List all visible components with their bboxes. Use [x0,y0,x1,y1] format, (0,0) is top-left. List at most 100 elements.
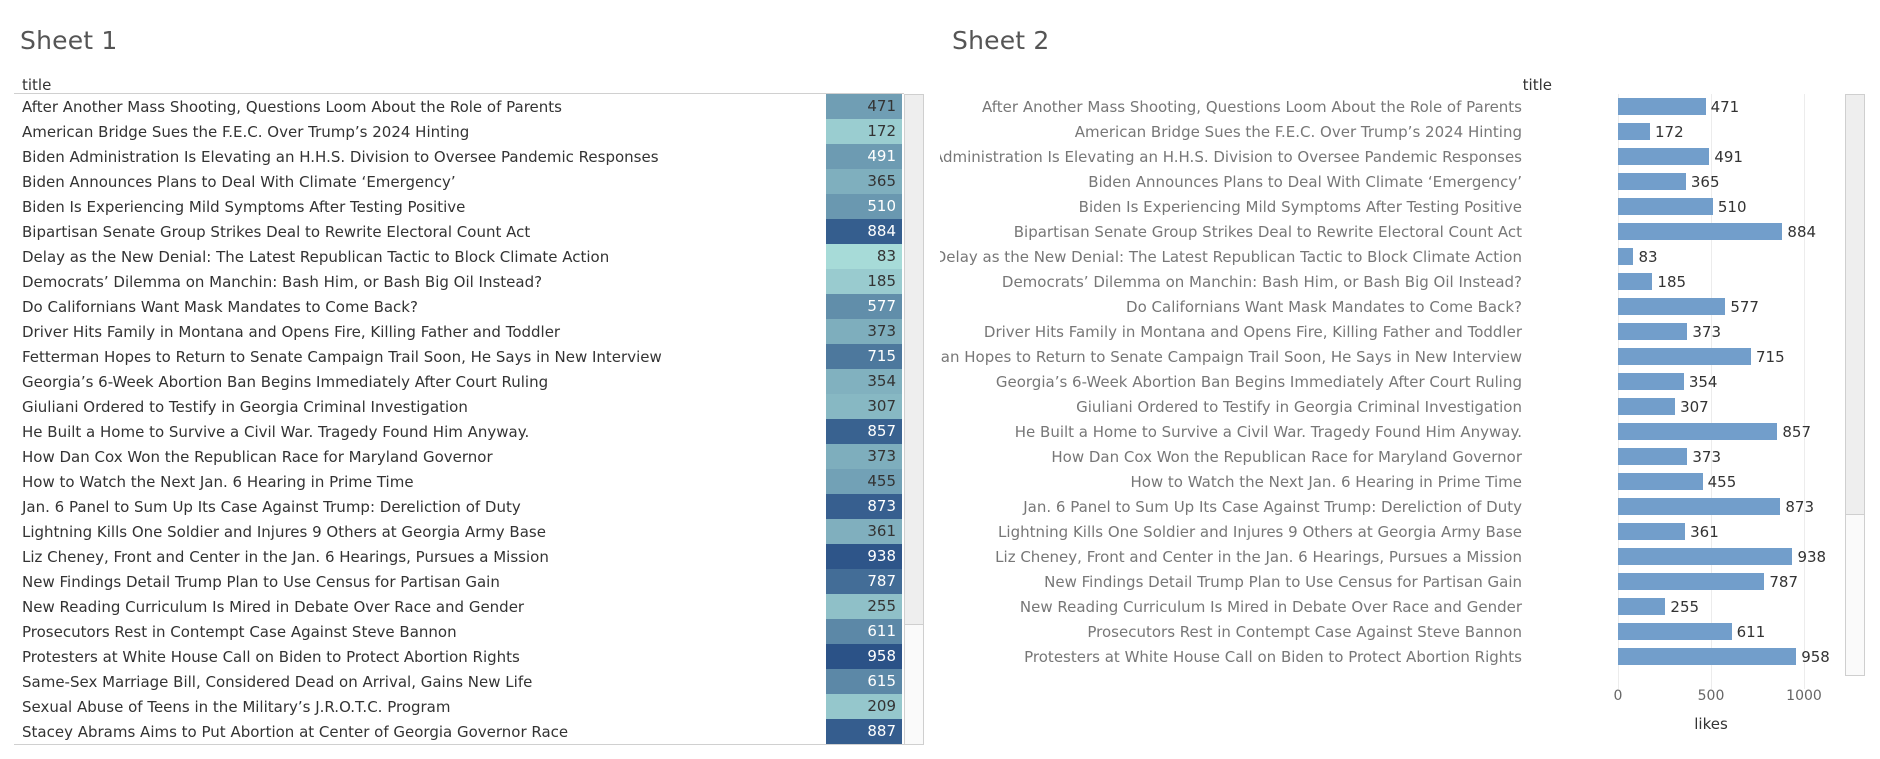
bar-category-label: Biden Administration Is Elevating an H.H… [940,148,1522,166]
table-row[interactable]: Liz Cheney, Front and Center in the Jan.… [14,544,904,569]
bar[interactable] [1618,523,1686,540]
row-title: Delay as the New Denial: The Latest Repu… [22,248,610,266]
table-row[interactable]: Same-Sex Marriage Bill, Considered Dead … [14,669,904,694]
bar[interactable] [1618,623,1732,640]
bar[interactable] [1618,123,1650,140]
bar-category-label: How to Watch the Next Jan. 6 Hearing in … [1130,473,1522,491]
bar[interactable] [1618,248,1634,265]
row-title: New Findings Detail Trump Plan to Use Ce… [22,573,500,591]
bar-value-label: 185 [1657,273,1687,291]
likes-cell: 354 [826,369,902,394]
sheet2-bar-chart: title After Another Mass Shooting, Quest… [940,74,1870,754]
bar-category-label: Biden Is Experiencing Mild Symptoms Afte… [1078,198,1522,216]
table-row[interactable]: American Bridge Sues the F.E.C. Over Tru… [14,119,904,144]
bar[interactable] [1618,448,1688,465]
row-title: Democrats’ Dilemma on Manchin: Bash Him,… [22,273,543,291]
table-row[interactable]: Biden Is Experiencing Mild Symptoms Afte… [14,194,904,219]
sheet2-axis-header: title [1522,76,1552,94]
bar-category-label: Fetterman Hopes to Return to Senate Camp… [940,348,1522,366]
sheet2-scrollbar-thumb[interactable] [1846,95,1864,515]
bar[interactable] [1618,348,1751,365]
bar[interactable] [1618,323,1688,340]
table-row[interactable]: Giuliani Ordered to Testify in Georgia C… [14,394,904,419]
bar-value-label: 83 [1638,248,1658,266]
likes-cell: 857 [826,419,902,444]
row-title: Stacey Abrams Aims to Put Abortion at Ce… [22,723,569,741]
bar-category-label: Prosecutors Rest in Contempt Case Agains… [1087,623,1522,641]
bar-category-label: Biden Announces Plans to Deal With Clima… [1088,173,1522,191]
table-row[interactable]: Biden Administration Is Elevating an H.H… [14,144,904,169]
table-row[interactable]: Protesters at White House Call on Biden … [14,644,904,669]
bar-value-label: 354 [1688,373,1718,391]
table-row[interactable]: Driver Hits Family in Montana and Opens … [14,319,904,344]
bar[interactable] [1618,598,1666,615]
bar[interactable] [1618,98,1706,115]
bar[interactable] [1618,223,1783,240]
row-title: After Another Mass Shooting, Questions L… [22,98,562,116]
table-row[interactable]: Biden Announces Plans to Deal With Clima… [14,169,904,194]
bar-category-label: Bipartisan Senate Group Strikes Deal to … [1013,223,1522,241]
likes-cell: 373 [826,444,902,469]
bar[interactable] [1618,473,1703,490]
bar-category-label: Protesters at White House Call on Biden … [1024,648,1522,666]
bar-category-label: Georgia’s 6-Week Abortion Ban Begins Imm… [995,373,1522,391]
bar[interactable] [1618,198,1713,215]
likes-cell: 361 [826,519,902,544]
bar-value-label: 873 [1785,498,1815,516]
sheet1-column-header: title [22,76,52,94]
bar[interactable] [1618,298,1726,315]
bar[interactable] [1618,423,1778,440]
bar-category-label: Giuliani Ordered to Testify in Georgia C… [1076,398,1522,416]
bar-category-label: After Another Mass Shooting, Questions L… [982,98,1522,116]
bar[interactable] [1618,373,1684,390]
table-row[interactable]: How to Watch the Next Jan. 6 Hearing in … [14,469,904,494]
likes-cell: 510 [826,194,902,219]
bar[interactable] [1618,548,1793,565]
table-row[interactable]: New Findings Detail Trump Plan to Use Ce… [14,569,904,594]
table-row[interactable]: New Reading Curriculum Is Mired in Debat… [14,594,904,619]
sheet1-table: title After Another Mass Shooting, Quest… [14,74,924,747]
row-title: Protesters at White House Call on Biden … [22,648,520,666]
row-title: He Built a Home to Survive a Civil War. … [22,423,530,441]
table-row[interactable]: Sexual Abuse of Teens in the Military’s … [14,694,904,719]
likes-cell: 958 [826,644,902,669]
bar[interactable] [1618,173,1686,190]
table-row[interactable]: Georgia’s 6-Week Abortion Ban Begins Imm… [14,369,904,394]
table-row[interactable]: Prosecutors Rest in Contempt Case Agains… [14,619,904,644]
table-row[interactable]: He Built a Home to Survive a Civil War. … [14,419,904,444]
table-row[interactable]: Democrats’ Dilemma on Manchin: Bash Him,… [14,269,904,294]
row-title: Biden Announces Plans to Deal With Clima… [22,173,456,191]
bar[interactable] [1618,273,1653,290]
row-title: Lightning Kills One Soldier and Injures … [22,523,546,541]
table-row[interactable]: Do Californians Want Mask Mandates to Co… [14,294,904,319]
likes-cell: 455 [826,469,902,494]
bar-category-label: Lightning Kills One Soldier and Injures … [998,523,1522,541]
bar-category-label: New Reading Curriculum Is Mired in Debat… [1019,598,1522,616]
bar-value-label: 715 [1755,348,1785,366]
row-title: American Bridge Sues the F.E.C. Over Tru… [22,123,470,141]
table-row[interactable]: Fetterman Hopes to Return to Senate Camp… [14,344,904,369]
sheet1-rows: After Another Mass Shooting, Questions L… [14,94,904,744]
row-title: Fetterman Hopes to Return to Senate Camp… [22,348,662,366]
sheet2-x-axis-label: likes [1694,715,1728,733]
bar[interactable] [1618,573,1765,590]
bar-value-label: 471 [1710,98,1740,116]
sheet2-title: Sheet 2 [952,26,1050,55]
table-row[interactable]: After Another Mass Shooting, Questions L… [14,94,904,119]
sheet1-scrollbar-thumb[interactable] [905,95,923,625]
likes-cell: 611 [826,619,902,644]
likes-cell: 471 [826,94,902,119]
table-row[interactable]: How Dan Cox Won the Republican Race for … [14,444,904,469]
table-row[interactable]: Stacey Abrams Aims to Put Abortion at Ce… [14,719,904,744]
bar[interactable] [1618,498,1781,515]
bar-category-label: He Built a Home to Survive a Civil War. … [1014,423,1522,441]
table-row[interactable]: Lightning Kills One Soldier and Injures … [14,519,904,544]
bar[interactable] [1618,648,1797,665]
likes-cell: 185 [826,269,902,294]
bar[interactable] [1618,148,1710,165]
bar-category-label: Liz Cheney, Front and Center in the Jan.… [995,548,1522,566]
table-row[interactable]: Bipartisan Senate Group Strikes Deal to … [14,219,904,244]
bar[interactable] [1618,398,1676,415]
table-row[interactable]: Jan. 6 Panel to Sum Up Its Case Against … [14,494,904,519]
table-row[interactable]: Delay as the New Denial: The Latest Repu… [14,244,904,269]
